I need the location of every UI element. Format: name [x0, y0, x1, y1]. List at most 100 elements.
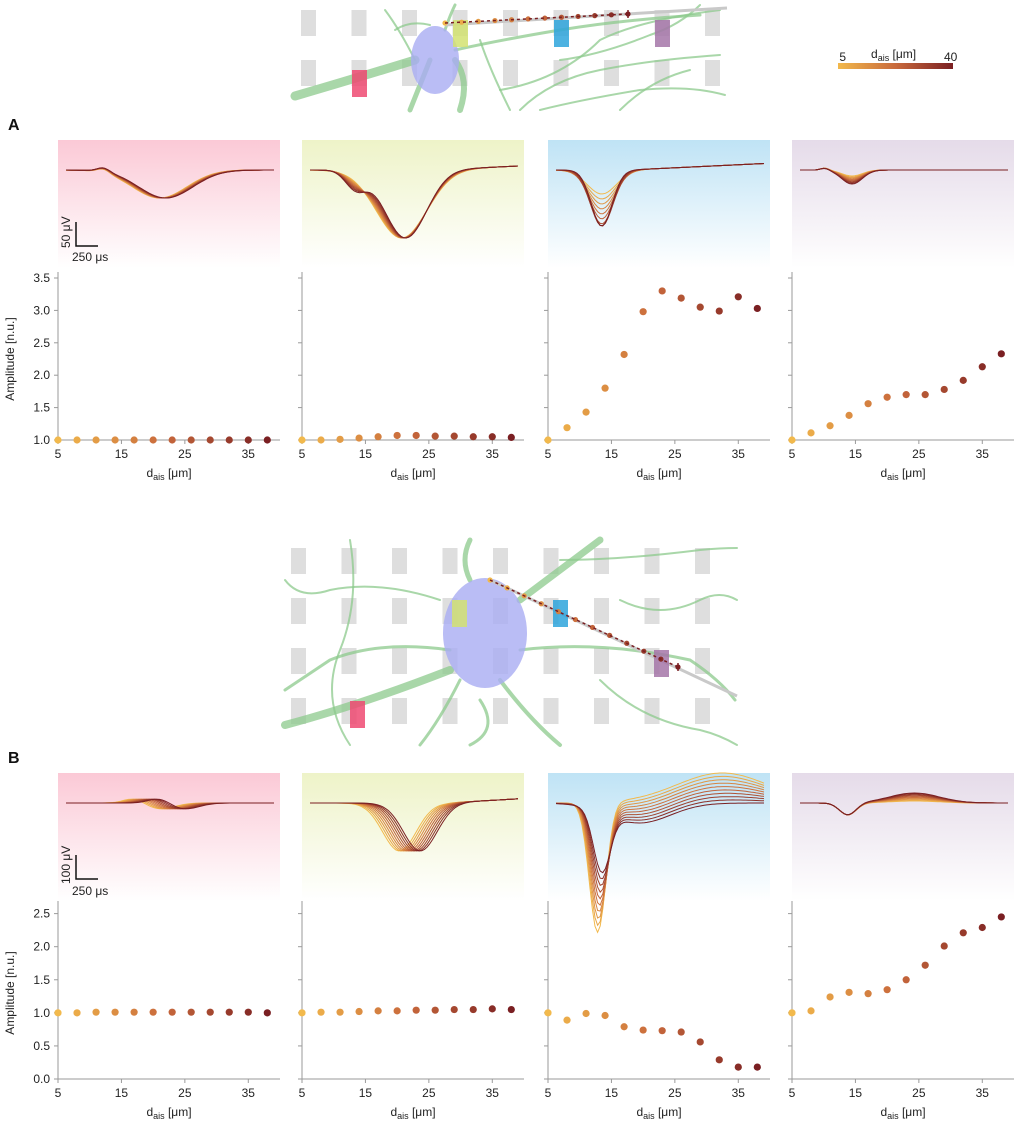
electrode-pad [291, 598, 306, 624]
data-point [374, 1007, 382, 1015]
electrode-pad [503, 60, 518, 86]
electrode-yellow [452, 600, 467, 627]
dendrite [559, 4, 701, 61]
data-point [582, 408, 590, 416]
waveform-trace [555, 789, 765, 900]
dendrite [479, 39, 511, 111]
electrode-pad [543, 648, 559, 674]
data-point [206, 436, 214, 444]
trace-panel-background [58, 773, 280, 901]
ais-range-line [489, 579, 679, 668]
data-point [788, 1009, 796, 1017]
data-point [940, 942, 948, 950]
data-point [187, 1008, 195, 1016]
x-tick-label: 25 [178, 1086, 192, 1100]
data-point [355, 1007, 363, 1016]
electrode-pad [654, 60, 670, 86]
scalebar-b: 100 μV 250 μs [59, 846, 108, 898]
colorbar: dais [μm] 5 40 [838, 47, 958, 69]
waveform-trace [556, 772, 765, 934]
data-point [149, 1008, 157, 1016]
data-point [54, 436, 62, 444]
data-point [715, 1056, 723, 1064]
electrode-pad [594, 698, 609, 724]
soma [411, 26, 459, 94]
y-tick-label: 2.0 [33, 940, 50, 954]
dendrite [619, 594, 738, 611]
data-point [73, 1009, 81, 1017]
electrode-pad [341, 598, 357, 624]
electrode-pad [594, 648, 609, 674]
ais-position-dot [572, 616, 579, 623]
electrode-pad [351, 10, 367, 36]
colorbar-max: 40 [944, 50, 958, 64]
neuron-schematic-b [281, 536, 738, 747]
x-axis-label: dais [μm] [636, 466, 681, 482]
data-point [130, 1008, 138, 1016]
x-axis-label: dais [μm] [636, 1105, 681, 1121]
data-point [845, 988, 853, 996]
electrode-yellow [453, 20, 468, 47]
soma [443, 578, 527, 688]
electrode-purple [655, 20, 670, 47]
data-point [978, 363, 986, 371]
data-point [412, 1006, 420, 1014]
electrode-pad [493, 548, 508, 574]
electrode-blue [553, 600, 568, 627]
x-tick-label: 5 [545, 447, 552, 461]
x-axis-label: dais [μm] [146, 466, 191, 482]
electrode-pad [604, 60, 619, 86]
data-point [826, 993, 834, 1001]
data-point [374, 433, 382, 441]
ais-position-dot [555, 609, 561, 615]
data-point [469, 433, 477, 441]
x-tick-label: 15 [359, 1086, 373, 1100]
y-tick-label: 1.5 [33, 973, 50, 987]
y-tick-label: 3.0 [33, 303, 50, 317]
x-tick-label: 35 [486, 447, 500, 461]
data-point [431, 1006, 439, 1014]
y-tick-label: 2.5 [33, 336, 50, 350]
scalebar-a: 50 μV 250 μs [59, 216, 108, 264]
waveform-trace [555, 786, 765, 906]
ais-position-dot [608, 12, 614, 18]
data-point [393, 431, 401, 440]
waveform-trace [310, 165, 519, 239]
data-point [582, 1009, 590, 1018]
trace-panel-background [548, 140, 770, 268]
trace-panel-background [548, 773, 770, 901]
data-point [883, 393, 891, 401]
data-point [677, 1028, 685, 1036]
neuron-schematic-a [290, 3, 728, 113]
data-point [601, 384, 609, 392]
data-point [488, 433, 496, 441]
data-point [940, 385, 948, 394]
x-tick-label: 5 [545, 1086, 552, 1100]
panel-letter-a: A [8, 117, 20, 134]
dendrite [619, 69, 691, 111]
data-point [620, 1023, 628, 1031]
x-tick-label: 35 [976, 447, 990, 461]
data-point [902, 391, 910, 399]
ais-position-dot [475, 18, 481, 24]
dendrite [331, 539, 355, 746]
x-tick-label: 5 [789, 447, 796, 461]
ais-position-dot [542, 15, 548, 21]
electrode-pad [543, 698, 559, 724]
y-tick-label: 0.0 [33, 1072, 50, 1086]
dendrite [599, 679, 738, 746]
scatter-row-a: 1.0 1.5 2.0 2.5 3.0 3.5 5 15 25 35 dais [μm] 5 15 25 3… [3, 271, 1014, 482]
data-point [715, 307, 723, 315]
x-tick-label: 15 [605, 447, 619, 461]
waveform-trace [555, 799, 765, 880]
ais-position-dot [525, 16, 531, 22]
data-point [620, 350, 628, 359]
y-tick-label: 2.5 [33, 907, 50, 921]
electrode-pad [493, 698, 508, 724]
colorbar-min: 5 [839, 50, 846, 64]
x-tick-label: 15 [359, 447, 373, 461]
data-point [355, 434, 363, 442]
data-point [431, 432, 439, 440]
waveform-trace [556, 779, 765, 919]
